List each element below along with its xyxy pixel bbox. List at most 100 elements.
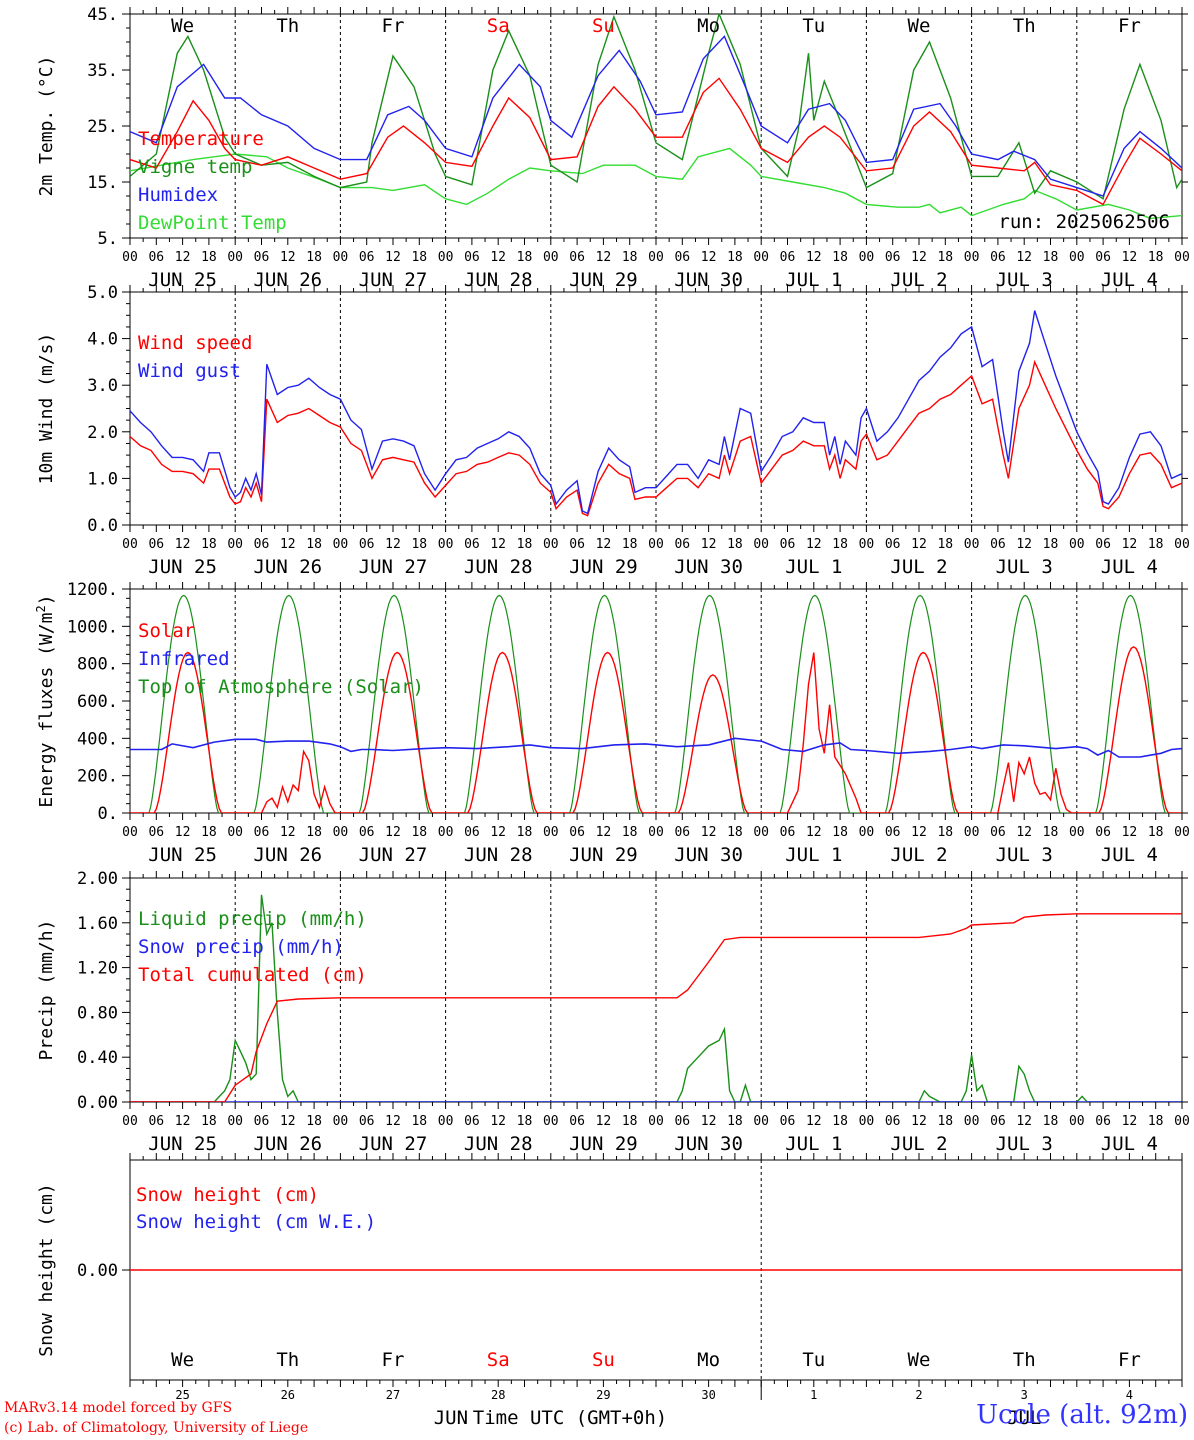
date-label: JUN 26 bbox=[253, 269, 322, 291]
hour-label: 18 bbox=[306, 537, 322, 552]
hour-label: 06 bbox=[674, 537, 690, 552]
legend-entry: Snow height (cm W.E.) bbox=[136, 1211, 376, 1233]
hour-label: 00 bbox=[227, 1114, 243, 1129]
hour-label: 18 bbox=[517, 537, 533, 552]
legend-entry: Infrared bbox=[138, 648, 230, 670]
weekday-label: We bbox=[908, 15, 931, 37]
hour-label: 06 bbox=[780, 1114, 796, 1129]
y-tick-label: 1000. bbox=[67, 617, 118, 637]
y-tick-label: 1.0 bbox=[87, 469, 118, 489]
hour-label: 12 bbox=[701, 250, 717, 265]
hour-label: 00 bbox=[227, 537, 243, 552]
hour-label: 12 bbox=[490, 825, 506, 840]
y-tick-label: 800. bbox=[77, 655, 118, 675]
weekday-label: Fr bbox=[382, 15, 405, 37]
day-number: 4 bbox=[1126, 1388, 1133, 1402]
y-tick-label: 0. bbox=[98, 804, 118, 824]
hour-label: 00 bbox=[227, 250, 243, 265]
panel-1: 5. 15. 25. 35. 45. 2m Temp. (°C) 00 06 12 18 JUN 2… bbox=[36, 5, 1190, 291]
legend-entry: Liquid precip (mm/h) bbox=[138, 908, 367, 930]
weekday-label: Th bbox=[1013, 1349, 1036, 1371]
hour-label: 18 bbox=[1043, 1114, 1059, 1129]
hour-label: 12 bbox=[280, 825, 296, 840]
hour-label: 00 bbox=[753, 537, 769, 552]
y-tick-label: 3.0 bbox=[87, 376, 118, 396]
hour-label: 00 bbox=[438, 825, 454, 840]
weekday-label: We bbox=[171, 1349, 194, 1371]
hour-label: 18 bbox=[937, 1114, 953, 1129]
y-axis-title: 10m Wind (m/s) bbox=[36, 333, 57, 485]
plot-frame bbox=[129, 588, 1183, 814]
hour-label: 18 bbox=[727, 250, 743, 265]
hour-label: 00 bbox=[1069, 1114, 1085, 1129]
hour-label: 00 bbox=[333, 825, 349, 840]
hour-label: 00 bbox=[122, 1114, 138, 1129]
weekday-label: Mo bbox=[697, 15, 720, 37]
hour-label: 06 bbox=[1095, 825, 1111, 840]
hour-label: 00 bbox=[753, 825, 769, 840]
hour-label: 18 bbox=[306, 250, 322, 265]
date-label: JUL 1 bbox=[785, 556, 842, 578]
y-tick-label: 45. bbox=[87, 5, 118, 25]
hour-label: 00 bbox=[438, 537, 454, 552]
hour-label: 00 bbox=[1174, 250, 1190, 265]
hour-label: 06 bbox=[359, 1114, 375, 1129]
lab-credit: (c) Lab. of Climatology, University of L… bbox=[4, 1420, 309, 1436]
legend-entry: Wind gust bbox=[138, 360, 241, 382]
hour-label: 12 bbox=[385, 825, 401, 840]
hour-label: 12 bbox=[1122, 537, 1138, 552]
hour-label: 12 bbox=[1016, 825, 1032, 840]
hour-label: 18 bbox=[622, 250, 638, 265]
hour-label: 18 bbox=[517, 1114, 533, 1129]
date-label: JUL 4 bbox=[1101, 844, 1158, 866]
hour-label: 00 bbox=[333, 537, 349, 552]
hour-label: 06 bbox=[674, 825, 690, 840]
weekday-label: Su bbox=[592, 15, 615, 37]
day-number: 28 bbox=[491, 1388, 505, 1402]
hour-label: 06 bbox=[254, 1114, 270, 1129]
date-label: JUN 27 bbox=[359, 269, 428, 291]
hour-label: 12 bbox=[385, 1114, 401, 1129]
y-tick-label: 600. bbox=[77, 692, 118, 712]
hour-label: 12 bbox=[596, 537, 612, 552]
date-label: JUN 28 bbox=[464, 844, 533, 866]
y-tick-label: 0.0 bbox=[87, 516, 118, 536]
hour-label: 00 bbox=[543, 825, 559, 840]
date-label: JUN 28 bbox=[464, 1133, 533, 1155]
hour-label: 06 bbox=[464, 825, 480, 840]
hour-label: 06 bbox=[569, 537, 585, 552]
weekday-label: We bbox=[171, 15, 194, 37]
hour-label: 12 bbox=[911, 537, 927, 552]
date-label: JUN 26 bbox=[253, 1133, 322, 1155]
hour-label: 18 bbox=[832, 1114, 848, 1129]
series-line-total-cumulated-cm bbox=[130, 913, 1182, 1102]
hour-label: 06 bbox=[148, 537, 164, 552]
day-number: 26 bbox=[281, 1388, 295, 1402]
hour-label: 06 bbox=[1095, 250, 1111, 265]
hour-label: 18 bbox=[1148, 250, 1164, 265]
hour-label: 12 bbox=[490, 1114, 506, 1129]
hour-label: 18 bbox=[1043, 250, 1059, 265]
hour-label: 18 bbox=[937, 250, 953, 265]
y-tick-label: 15. bbox=[87, 173, 118, 193]
hour-label: 18 bbox=[306, 1114, 322, 1129]
date-label: JUN 26 bbox=[253, 556, 322, 578]
hour-label: 00 bbox=[227, 825, 243, 840]
date-label: JUN 29 bbox=[569, 556, 638, 578]
hour-label: 06 bbox=[990, 537, 1006, 552]
hour-label: 06 bbox=[569, 825, 585, 840]
hour-label: 00 bbox=[1174, 537, 1190, 552]
date-label: JUN 28 bbox=[464, 556, 533, 578]
date-label: JUN 27 bbox=[359, 1133, 428, 1155]
hour-label: 06 bbox=[464, 1114, 480, 1129]
date-label: JUN 25 bbox=[148, 556, 217, 578]
date-label: JUL 2 bbox=[890, 1133, 947, 1155]
hour-label: 06 bbox=[990, 1114, 1006, 1129]
hour-label: 12 bbox=[911, 1114, 927, 1129]
hour-label: 18 bbox=[1148, 1114, 1164, 1129]
hour-label: 00 bbox=[648, 537, 664, 552]
hour-label: 00 bbox=[543, 1114, 559, 1129]
hour-label: 18 bbox=[937, 825, 953, 840]
legend-entry: Top of Atmosphere (Solar) bbox=[138, 676, 424, 698]
hour-label: 06 bbox=[569, 250, 585, 265]
